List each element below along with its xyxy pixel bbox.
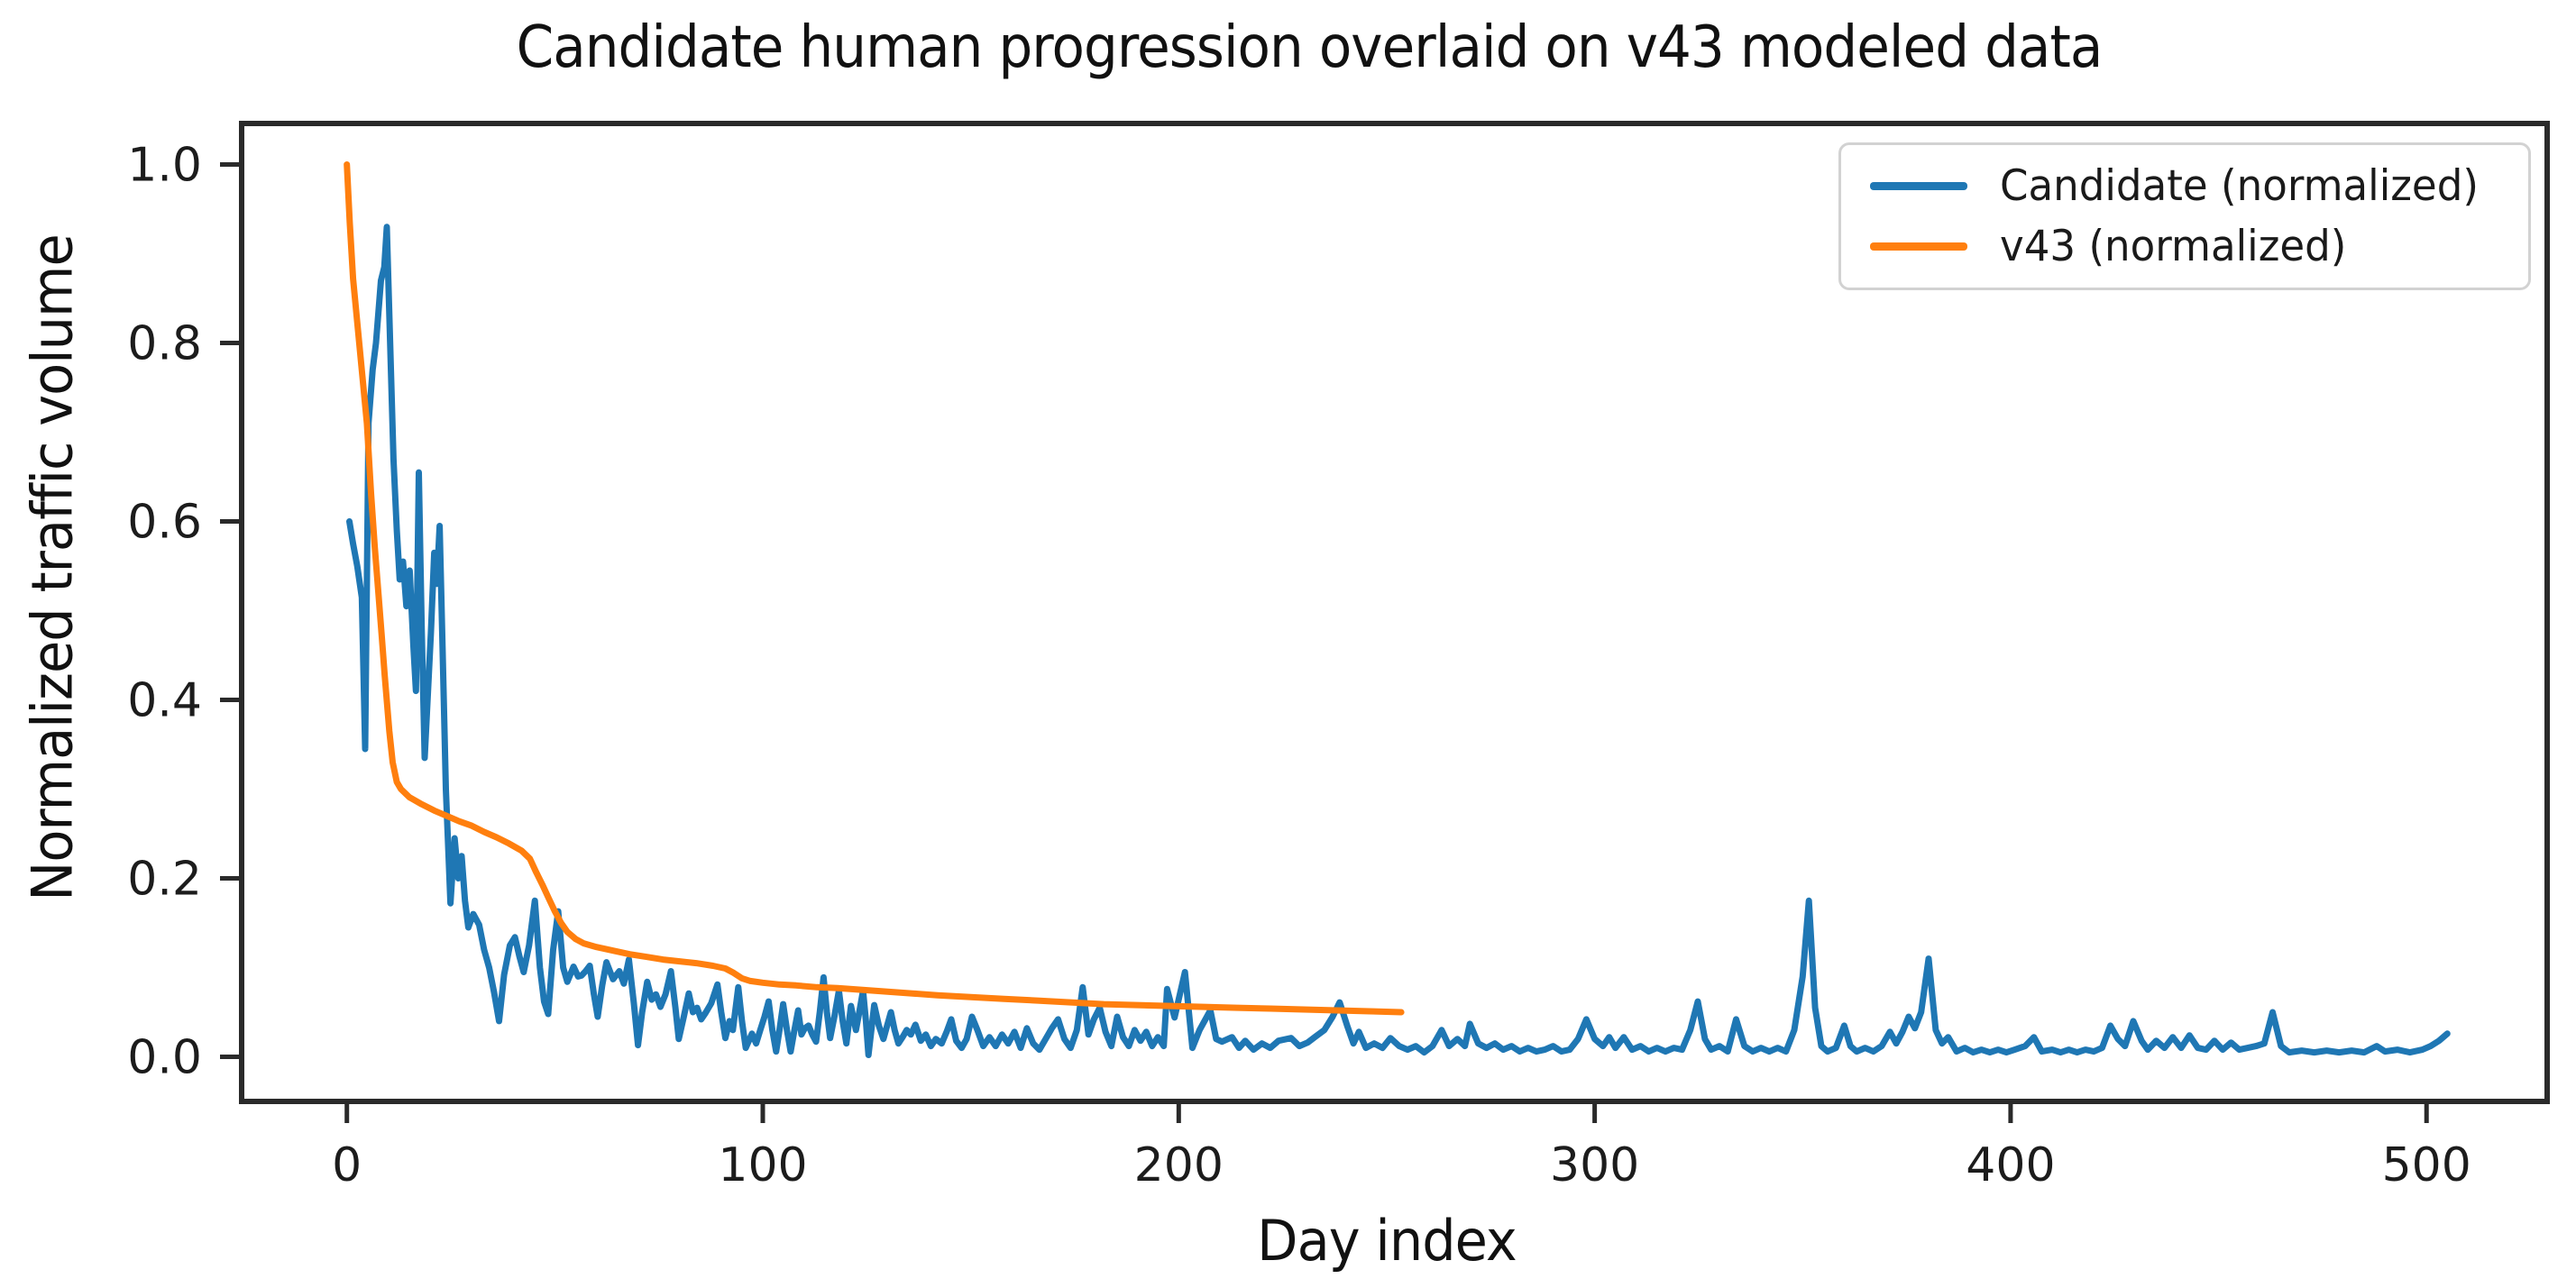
- legend-label: v43 (normalized): [2000, 222, 2347, 271]
- legend-label: Candidate (normalized): [2000, 161, 2479, 211]
- y-tick-label: 1.0: [127, 139, 202, 193]
- x-tick-label: 400: [1966, 1138, 2055, 1192]
- x-tick-label: 100: [718, 1138, 807, 1192]
- y-tick-label: 0.4: [127, 674, 202, 728]
- legend: Candidate (normalized) v43 (normalized): [1838, 142, 2531, 290]
- v43-series-line: [344, 161, 1405, 1016]
- x-tick-label: 200: [1134, 1138, 1224, 1192]
- axes-spines: [239, 121, 2550, 1104]
- y-tick-label: 0.2: [127, 853, 202, 907]
- x-axis-label: Day index: [1257, 1208, 1517, 1274]
- legend-item-v43: v43 (normalized): [1841, 222, 2528, 271]
- y-tick-label: 0.0: [127, 1031, 202, 1085]
- y-tick-label: 0.8: [127, 317, 202, 371]
- x-tick-label: 0: [332, 1138, 362, 1192]
- v43-line-sample-icon: [1870, 242, 1967, 251]
- candidate-line-sample-icon: [1870, 182, 1967, 190]
- y-tick-label: 0.6: [127, 496, 202, 550]
- chart-title: Candidate human progression overlaid on …: [516, 14, 2104, 81]
- x-tick-label: 300: [1550, 1138, 1639, 1192]
- candidate-series-line: [346, 224, 2451, 1058]
- x-tick-label: 500: [2382, 1138, 2471, 1192]
- legend-item-candidate: Candidate (normalized): [1841, 161, 2528, 211]
